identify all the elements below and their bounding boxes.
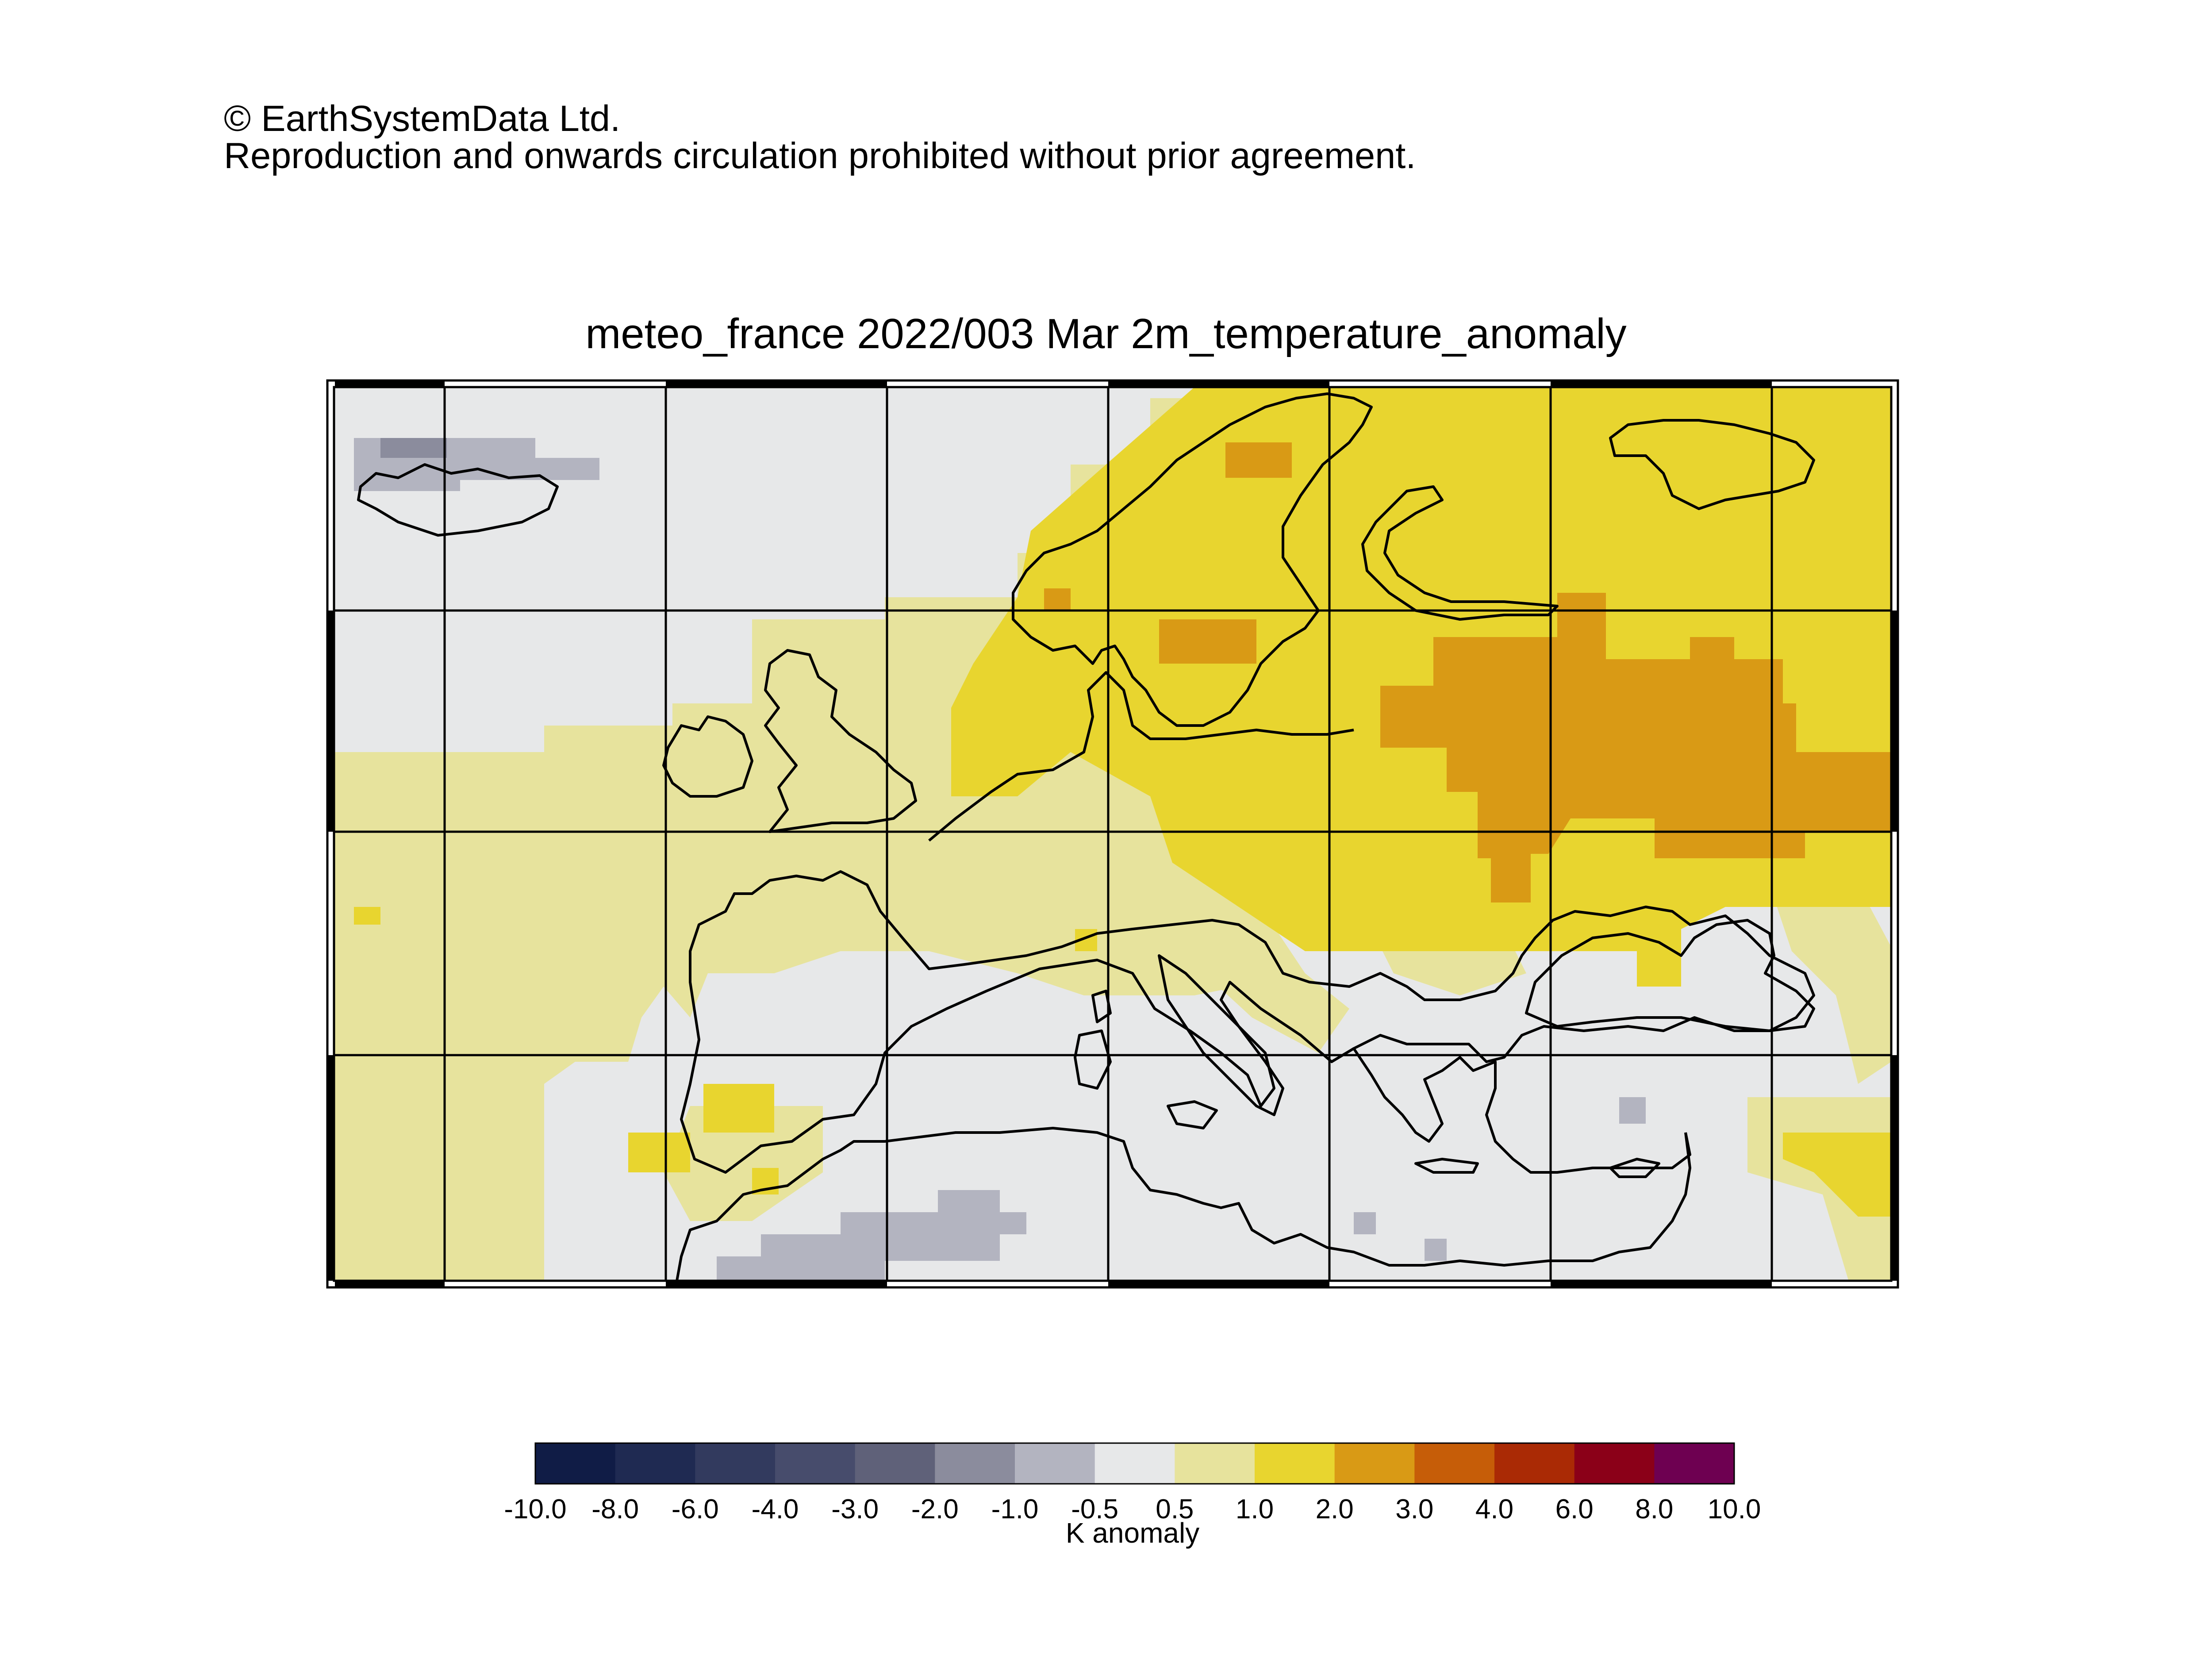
colorbar-swatch — [1015, 1443, 1095, 1484]
colorbar: -10.0 -8.0 -6.0 -4.0 -3.0 -2.0 -1.0 -0.5 0.5 1.0 2… — [504, 1442, 1761, 1525]
colorbar-tick-label: -1.0 — [991, 1494, 1039, 1525]
copyright-line: © EarthSystemData Ltd. — [224, 98, 621, 139]
field-class-2p0-3p0 — [1044, 442, 1891, 902]
levant-coast — [676, 1127, 1691, 1281]
coastlines — [357, 392, 1815, 1281]
cyprus-coast — [1609, 1158, 1660, 1178]
map-title: meteo_france 2022/003 Mar 2m_temperature… — [585, 310, 1627, 357]
graticule — [334, 387, 1891, 1281]
colorbar-swatch — [1334, 1443, 1415, 1484]
colorbar-swatch — [1175, 1443, 1255, 1484]
anomaly-field — [334, 387, 1891, 1281]
colorbar-tick-label: 8.0 — [1635, 1494, 1673, 1525]
field-class-minus3-minus2 — [380, 438, 447, 458]
scandinavia-coast — [1012, 392, 1373, 727]
colorbar-tick-label: 2.0 — [1316, 1494, 1354, 1525]
iceland-coast — [357, 463, 559, 537]
colorbar-tick-label: 0.5 — [1156, 1494, 1194, 1525]
colorbar-tick-label: -0.5 — [1071, 1494, 1118, 1525]
colorbar-tick-label: -6.0 — [672, 1494, 719, 1525]
colorbar-swatch — [1494, 1443, 1575, 1484]
colorbar-tick-label: 3.0 — [1395, 1494, 1433, 1525]
colorbar-unit-label: K anomaly — [1065, 1517, 1200, 1549]
sicily-coast — [1167, 1100, 1218, 1129]
italy-coast — [1158, 954, 1284, 1116]
map-frame — [326, 379, 1899, 1289]
colorbar-border — [534, 1442, 1735, 1485]
greece-coast — [1352, 1048, 1691, 1174]
colorbar-swatch — [775, 1443, 856, 1484]
baltic-coast — [1361, 485, 1559, 621]
crete-coast — [1414, 1158, 1479, 1174]
colorbar-swatch — [1654, 1443, 1735, 1484]
colorbar-swatch — [615, 1443, 695, 1484]
colorbar-tick-label: -8.0 — [591, 1494, 639, 1525]
black-sea-coast — [1525, 919, 1815, 1032]
colorbar-tick-label: -10.0 — [504, 1494, 566, 1525]
colorbar-swatch — [1414, 1443, 1495, 1484]
corsica-coast — [1091, 990, 1112, 1023]
reproduction-notice: Reproduction and onwards circulation pro… — [224, 135, 1416, 176]
sardinia-coast — [1074, 1029, 1112, 1090]
colorbar-swatch — [855, 1443, 935, 1484]
britain-coast — [764, 649, 917, 833]
colorbar-tick-label: -3.0 — [831, 1494, 879, 1525]
colorbar-tick-label: -4.0 — [752, 1494, 799, 1525]
europe-coast — [680, 870, 1815, 1174]
colorbar-swatch — [535, 1443, 616, 1484]
white-sea-coast — [1609, 419, 1815, 510]
colorbar-swatch — [1094, 1443, 1175, 1484]
colorbar-tick-label: -2.0 — [911, 1494, 959, 1525]
north-sea-coast — [928, 671, 1354, 842]
colorbar-tick-label: 4.0 — [1475, 1494, 1513, 1525]
colorbar-tick-label: 1.0 — [1236, 1494, 1274, 1525]
colorbar-tick-label: 10.0 — [1708, 1494, 1761, 1525]
colorbar-swatch — [935, 1443, 1015, 1484]
colorbar-swatch — [1255, 1443, 1335, 1484]
colorbar-swatch — [1574, 1443, 1655, 1484]
colorbar-tick-label: 6.0 — [1555, 1494, 1594, 1525]
copyright-notice: © EarthSystemData Ltd. Reproduction and … — [224, 100, 1416, 174]
ireland-coast — [662, 715, 753, 798]
colorbar-swatch — [695, 1443, 776, 1484]
